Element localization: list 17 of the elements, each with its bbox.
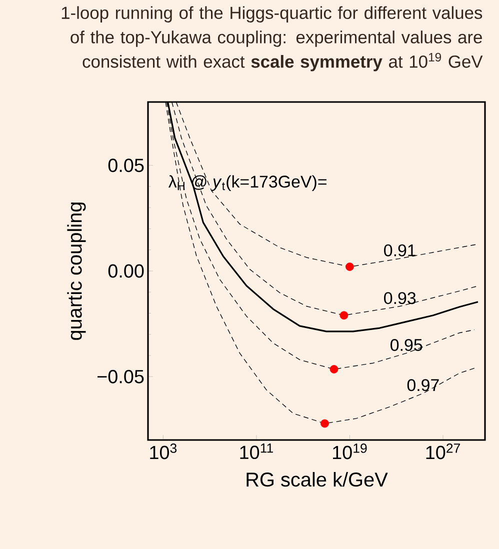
series-label: 0.97 (407, 379, 439, 392)
series-label: 0.91 (384, 244, 416, 256)
y-axis-title: quartic coupling (67, 202, 86, 340)
y-tick-label: 0.00 (108, 264, 144, 278)
chart-title: 1-loop running of the Higgs-quartic for different values of the top-Yukawa coupling: experimental values are consistent with exact scale symmetry at 10$^{19}$ GeV (62, 6, 483, 72)
y-tick-label: −0.05 (98, 370, 144, 384)
x-tick-label: 10$^{19}$ (333, 444, 367, 460)
point (330, 365, 338, 374)
x-tick-label: 10$^{11}$ (240, 444, 273, 460)
point (346, 262, 354, 271)
series-label: 0.95 (390, 338, 422, 351)
series-label: 0.93 (384, 292, 416, 304)
x-axis-title: RG scale k/GeV (246, 472, 388, 487)
x-tick-label: 10$^{27}$ (426, 444, 460, 460)
y-tick-label: 0.05 (108, 158, 144, 172)
point (320, 419, 329, 428)
x-tick-label: 10$^{3}$ (150, 444, 177, 460)
